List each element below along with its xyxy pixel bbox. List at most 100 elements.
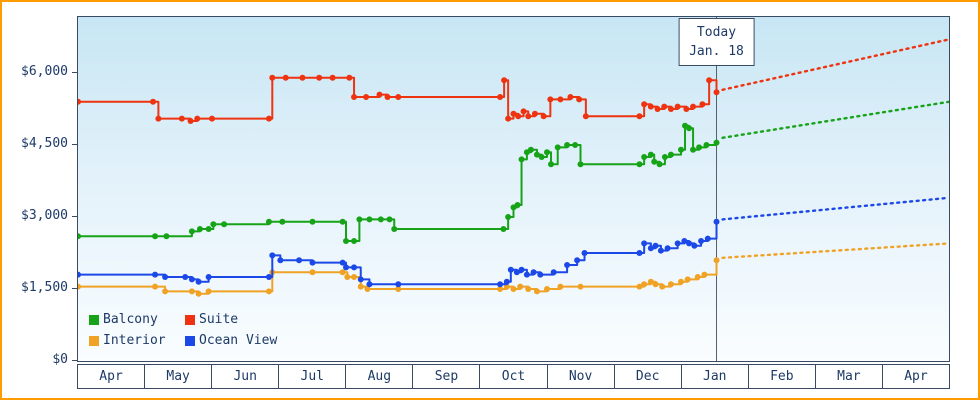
series-point-balcony	[356, 216, 363, 223]
series-point-ocean_view	[195, 278, 202, 285]
series-point-suite	[515, 113, 522, 120]
series-point-ocean_view	[518, 266, 525, 273]
series-point-balcony	[636, 161, 643, 168]
series-point-suite	[351, 94, 358, 100]
series-point-ocean_view	[550, 269, 557, 276]
series-point-balcony	[667, 151, 674, 158]
legend-swatch-suite	[185, 314, 195, 325]
series-point-interior	[265, 288, 272, 295]
series-point-ocean_view	[497, 281, 504, 288]
series-point-suite	[706, 77, 713, 84]
series-point-interior	[510, 286, 517, 292]
series-point-suite	[376, 91, 383, 98]
series-point-suite	[647, 103, 654, 110]
series-point-ocean_view	[152, 271, 159, 278]
series-point-balcony	[309, 218, 316, 225]
series-point-ocean_view	[269, 252, 276, 259]
series-point-ocean_view	[713, 218, 720, 225]
series-point-balcony	[205, 226, 212, 232]
series-point-ocean_view	[78, 271, 81, 278]
series-point-suite	[346, 74, 353, 81]
series-point-balcony	[656, 161, 663, 168]
y-axis-tick	[72, 216, 77, 217]
series-point-interior	[205, 288, 212, 295]
x-axis-month-label: Apr	[77, 364, 146, 389]
series-point-suite	[384, 94, 391, 100]
y-axis-tick	[72, 72, 77, 73]
x-axis-month-label: Apr	[881, 364, 951, 389]
series-point-interior	[78, 283, 81, 290]
series-point-balcony	[500, 226, 507, 232]
series-point-suite	[329, 74, 336, 81]
series-point-suite	[155, 115, 162, 122]
series-point-interior	[351, 274, 358, 280]
series-point-interior	[188, 288, 195, 295]
series-point-interior	[577, 283, 584, 290]
series-point-ocean_view	[664, 245, 671, 252]
series-point-balcony	[544, 149, 550, 156]
series-point-interior	[162, 288, 169, 295]
series-point-interior	[525, 286, 532, 292]
series-point-balcony	[641, 154, 648, 160]
series-point-suite	[661, 103, 668, 110]
y-axis-tick	[72, 144, 77, 145]
series-point-balcony	[703, 142, 710, 148]
series-point-balcony	[678, 146, 684, 153]
series-point-interior	[557, 283, 564, 290]
series-point-ocean_view	[188, 276, 195, 283]
y-axis-label: $1,500	[21, 280, 68, 295]
series-point-interior	[647, 278, 654, 285]
series-projection-balcony	[721, 100, 949, 140]
x-axis-month-label: Aug	[345, 364, 414, 389]
series-point-balcony	[188, 228, 195, 235]
series-point-suite	[557, 96, 564, 103]
legend-swatch-ocean_view	[185, 335, 195, 346]
series-point-ocean_view	[537, 271, 544, 278]
series-point-suite	[683, 106, 690, 112]
series-point-ocean_view	[162, 274, 169, 280]
x-axis-month-label: Oct	[479, 364, 548, 389]
series-projection-ocean_view	[721, 196, 949, 221]
series-point-suite	[699, 101, 706, 108]
x-axis-month-label: May	[144, 364, 213, 389]
legend-label: Suite	[199, 312, 239, 327]
series-point-suite	[582, 113, 589, 120]
series-point-ocean_view	[309, 259, 316, 266]
series-point-ocean_view	[366, 281, 373, 288]
series-point-interior	[684, 276, 691, 283]
series-point-balcony	[339, 218, 346, 225]
legend-item-balcony: Balcony	[89, 312, 185, 327]
series-point-balcony	[713, 139, 720, 146]
legend-label: Interior	[103, 333, 166, 348]
legend-swatch-balcony	[89, 314, 99, 325]
series-point-suite	[501, 77, 508, 84]
series-point-ocean_view	[704, 235, 711, 242]
legend-item-ocean_view: Ocean View	[185, 333, 277, 348]
series-point-ocean_view	[265, 274, 272, 280]
series-point-ocean_view	[523, 271, 530, 278]
series-point-suite	[150, 98, 157, 105]
series-point-interior	[195, 290, 202, 297]
series-point-interior	[309, 269, 316, 276]
series-point-balcony	[554, 144, 561, 151]
series-point-balcony	[538, 154, 545, 160]
series-point-balcony	[533, 151, 540, 158]
series-point-interior	[364, 286, 371, 292]
series-point-suite	[209, 115, 215, 122]
series-point-balcony	[343, 238, 349, 244]
series-point-balcony	[518, 156, 525, 163]
series-point-suite	[395, 94, 402, 100]
series-point-ocean_view	[652, 242, 659, 249]
series-point-suite	[265, 115, 272, 122]
series-point-balcony	[78, 233, 81, 240]
series-point-interior	[659, 283, 666, 290]
series-point-ocean_view	[564, 262, 571, 268]
series-point-ocean_view	[343, 264, 349, 271]
series-point-interior	[678, 278, 684, 285]
series-point-interior	[339, 269, 346, 276]
series-point-balcony	[548, 161, 555, 168]
series-point-suite	[713, 89, 720, 96]
series-point-ocean_view	[530, 269, 537, 276]
series-point-balcony	[386, 216, 393, 223]
